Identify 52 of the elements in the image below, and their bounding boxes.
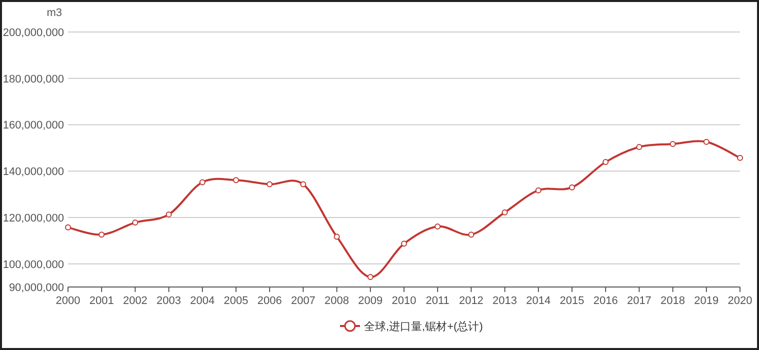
point — [98, 232, 105, 238]
point — [636, 144, 642, 150]
x-tick-label: 2020 — [728, 295, 752, 307]
point — [434, 223, 441, 230]
x-tick-label: 2004 — [190, 295, 215, 307]
point — [300, 181, 306, 188]
point — [468, 232, 474, 238]
y-tick-label: 100,000,000 — [2, 258, 64, 271]
x-tick-label: 2017 — [626, 295, 652, 307]
point — [401, 240, 407, 247]
point — [65, 224, 71, 230]
point — [602, 159, 609, 166]
x-tick-label: 2007 — [290, 295, 316, 307]
x-tick-label: 2002 — [122, 295, 148, 307]
x-tick-label: 2008 — [324, 295, 350, 307]
point — [367, 274, 374, 280]
y-tick-label: 120,000,000 — [2, 212, 64, 224]
x-tick-label: 2013 — [492, 295, 518, 307]
point — [334, 234, 340, 240]
y-tick-label: 140,000,000 — [2, 166, 64, 178]
x-tick-label: 2010 — [392, 295, 416, 307]
x-tick-label: 2001 — [89, 295, 114, 307]
x-tick-label: 2011 — [426, 295, 450, 307]
x-tick-label: 2019 — [694, 295, 719, 307]
x-tick-label: 2005 — [224, 295, 248, 307]
y-tick-label: 160,000,000 — [2, 120, 64, 132]
point — [132, 220, 138, 226]
point — [569, 184, 575, 190]
x-tick-label: 2014 — [526, 295, 551, 307]
point — [737, 154, 743, 161]
legend: 全球,进口量,锯材+(总计) — [340, 320, 483, 333]
point — [535, 187, 542, 194]
x-tick-label: 2006 — [257, 295, 282, 307]
point — [233, 177, 239, 184]
point — [166, 211, 172, 218]
x-tick-label: 2000 — [56, 295, 80, 307]
x-tick-label: 2009 — [358, 295, 383, 307]
y-tick-label: 90,000,000 — [8, 282, 64, 294]
point — [199, 179, 206, 186]
x-tick-label: 2016 — [593, 295, 618, 307]
x-tick-label: 2003 — [156, 295, 182, 307]
x-tick-label: 2012 — [458, 295, 484, 307]
point — [266, 181, 273, 188]
y-axis-title: m3 — [46, 7, 62, 19]
legend-label: 全球,进口量,锯材+(总计) — [364, 320, 483, 333]
point — [502, 209, 508, 216]
point — [703, 138, 710, 145]
y-tick-label: 180,000,000 — [2, 73, 64, 86]
x-tick-label: 2015 — [560, 295, 584, 307]
point — [670, 140, 676, 147]
x-tick-label: 2018 — [660, 295, 686, 307]
y-tick-label: 200,000,000 — [2, 27, 64, 39]
